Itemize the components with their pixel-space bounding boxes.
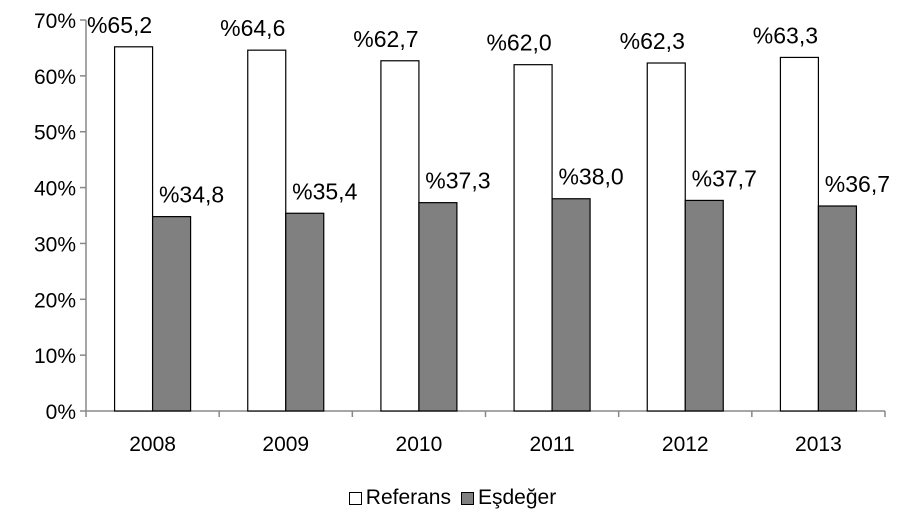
y-tick-label: 0%: [46, 401, 76, 424]
bar-referans-2009: [247, 49, 287, 412]
data-label: %64,6: [220, 15, 285, 41]
data-label: %38,0: [558, 164, 623, 190]
bar-esdeger-2009: [285, 212, 325, 412]
y-tick-label: 40%: [34, 178, 76, 201]
bar-chart: 0% 10% 20% 30% 40% 50% 60% 70% %65,2 %34,8 2008 %64…: [34, 10, 890, 456]
legend-item-referans: Referans: [348, 486, 451, 510]
x-tick-label: 2009: [262, 433, 309, 456]
x-tick-label: 2011: [529, 433, 574, 456]
data-label: %37,3: [425, 168, 490, 194]
y-tick-label: 60%: [34, 66, 76, 89]
bar-esdeger-2012: [684, 199, 724, 412]
legend-label-esdeger: Eşdeğer: [478, 486, 557, 509]
data-label: %36,7: [825, 171, 890, 197]
data-label: %65,2: [87, 12, 152, 38]
data-label: %62,3: [620, 28, 685, 54]
data-label: %37,7: [692, 165, 757, 191]
bar-referans-2010: [380, 60, 420, 412]
y-tick-label: 20%: [34, 289, 76, 312]
bar-referans-2011: [513, 64, 553, 412]
bar-esdeger-2011: [551, 198, 591, 412]
data-label: %62,7: [353, 26, 418, 52]
bar-referans-2008: [113, 46, 154, 412]
data-label: %35,4: [292, 178, 357, 204]
bar-referans-2012: [646, 62, 686, 412]
data-label: %34,8: [159, 182, 224, 208]
data-label: %62,0: [486, 30, 551, 56]
x-tick-label: 2010: [396, 433, 443, 456]
bar-referans-2013: [779, 56, 820, 412]
legend-item-esdeger: Eşdeğer: [461, 486, 556, 510]
x-tick-label: 2013: [795, 433, 842, 456]
y-tick-label: 10%: [34, 345, 76, 368]
legend-swatch-referans: [348, 491, 362, 505]
y-tick-label: 50%: [34, 122, 76, 145]
legend: Referans Eşdeğer: [0, 486, 905, 510]
x-tick-label: 2008: [129, 433, 176, 456]
bar-esdeger-2013: [817, 205, 858, 412]
data-label: %63,3: [753, 22, 818, 48]
bar-esdeger-2008: [151, 216, 192, 412]
y-tick-label: 30%: [34, 233, 76, 256]
y-tick-label: 70%: [34, 10, 76, 33]
legend-swatch-esdeger: [461, 491, 474, 505]
legend-label-referans: Referans: [365, 486, 451, 509]
x-tick-label: 2012: [662, 433, 709, 456]
bar-esdeger-2010: [418, 202, 458, 412]
